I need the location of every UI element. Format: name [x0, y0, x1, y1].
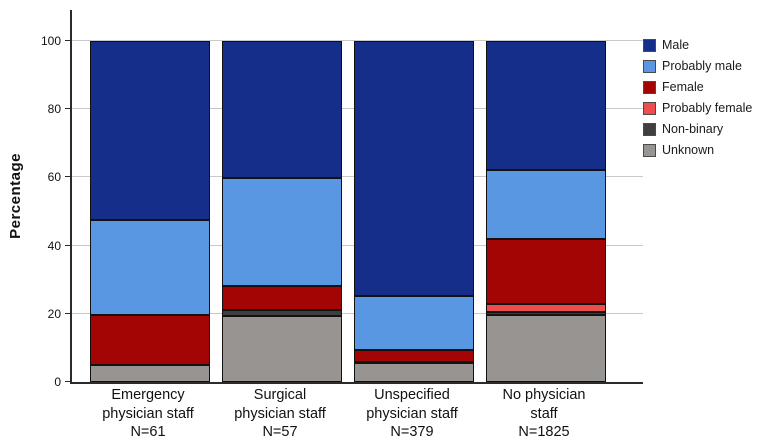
x-axis-label-line: No physician — [502, 387, 586, 403]
segment-unknown — [222, 316, 342, 382]
legend-swatch-icon — [643, 101, 656, 115]
x-axis-label-line: staff — [530, 405, 558, 422]
x-axis-label-line: N=1825 — [518, 424, 570, 441]
segment-probably-male — [354, 295, 474, 350]
bar-surgical-physicianstaff-n57 — [222, 40, 342, 382]
y-tick-label-80: 80 — [47, 102, 61, 117]
segment-female — [90, 314, 210, 366]
y-tick-label-100: 100 — [40, 34, 61, 48]
legend-entry-probably-female: Probably female — [643, 101, 759, 115]
y-tick-mark-100 — [65, 40, 70, 41]
legend-label: Probably male — [662, 59, 742, 73]
y-axis-title: Percentage — [6, 153, 24, 239]
y-tick-mark-0 — [65, 381, 70, 382]
x-axis-label: Surgical physician staff N=57 — [210, 386, 350, 442]
x-axis-label-line: physician staff — [102, 405, 194, 422]
y-axis-ticks: 0 20 40 60 80 100 — [30, 10, 70, 389]
x-axis-label-line: physician staff — [234, 405, 326, 422]
legend-label: Non-binary — [662, 122, 724, 136]
segment-unknown — [90, 365, 210, 382]
legend-swatch-icon — [643, 122, 656, 136]
legend-label: Female — [662, 80, 704, 94]
legend-label: Probably female — [662, 101, 753, 115]
x-axis-label-line: Unspecified — [374, 387, 450, 403]
legend-swatch-icon — [643, 38, 656, 52]
x-axis-label: Unspecified physician staff N=379 — [342, 386, 482, 442]
y-tick-mark-80 — [65, 108, 70, 110]
x-axis-label-line: N=57 — [262, 424, 298, 441]
x-axis-label-line: physician staff — [366, 405, 458, 422]
x-axis-label-line: N=379 — [390, 424, 434, 441]
legend-entry-unknown: Unknown — [643, 143, 759, 157]
segment-probably-male — [222, 178, 342, 287]
segment-male — [222, 40, 342, 179]
legend-swatch-icon — [643, 143, 656, 157]
y-tick-label-20: 20 — [47, 306, 61, 321]
legend-entry-male: Male — [643, 38, 759, 52]
segment-probably-male — [90, 219, 210, 315]
segment-female — [354, 349, 474, 363]
plot-area — [70, 10, 643, 384]
x-axis-label: No physician staff N=1825 — [474, 386, 614, 442]
x-axis-labels: Emergency physician staff N=61 Surgical phys… — [70, 386, 641, 444]
y-tick-label-60: 60 — [47, 170, 61, 185]
y-tick-mark-40 — [65, 244, 70, 246]
legend-swatch-icon — [643, 80, 656, 94]
segment-probably-male — [486, 169, 606, 240]
legend-label: Unknown — [662, 143, 715, 157]
legend-swatch-icon — [643, 59, 656, 73]
x-axis-label-line: N=61 — [130, 424, 166, 441]
segment-male — [354, 41, 474, 296]
x-axis-label-line: Surgical — [253, 387, 307, 403]
segment-female — [222, 286, 342, 311]
y-axis-title-column: Percentage — [0, 10, 30, 382]
y-tick-label-0: 0 — [54, 375, 61, 389]
legend: Male Probably male Female Probably female No… — [643, 10, 759, 446]
y-tick-mark-60 — [65, 176, 70, 178]
segment-unknown — [486, 314, 606, 382]
segment-male — [486, 41, 606, 170]
segment-female — [486, 239, 606, 304]
segment-male — [90, 40, 210, 220]
x-axis-label-line: Emergency — [111, 387, 185, 403]
segment-non-binary — [486, 312, 606, 315]
gridline-100 — [72, 40, 643, 41]
bar-emergency-physicianstaff-n61 — [90, 40, 210, 382]
legend-entry-non-binary: Non-binary — [643, 122, 759, 136]
bar-unspecified-physicianstaff-n379 — [354, 41, 474, 382]
y-tick-mark-20 — [65, 312, 70, 314]
segment-non-binary — [222, 310, 342, 317]
bar-nophysician-staff-n1825 — [486, 41, 606, 382]
segment-unknown — [354, 363, 474, 382]
legend-entry-probably-male: Probably male — [643, 59, 759, 73]
legend-label: Male — [662, 38, 690, 52]
x-axis-label: Emergency physician staff N=61 — [78, 386, 218, 442]
legend-entry-female: Female — [643, 80, 759, 94]
segment-probably-female — [486, 303, 606, 313]
y-tick-label-40: 40 — [47, 238, 61, 253]
